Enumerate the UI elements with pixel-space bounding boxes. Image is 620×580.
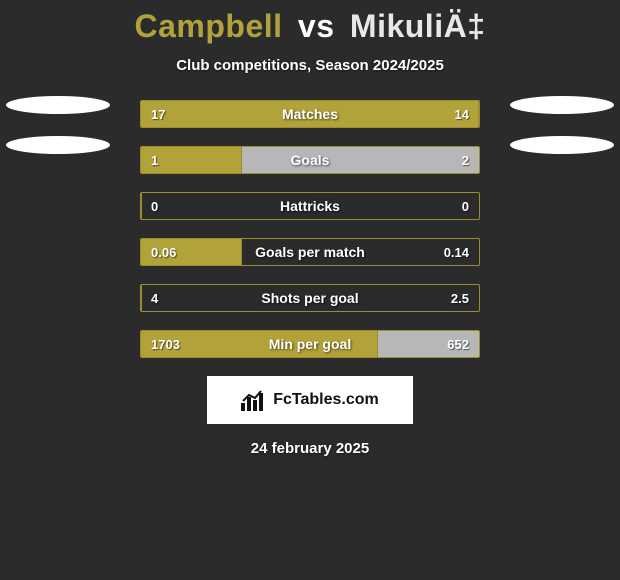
stat-value-p2: 0 [452, 193, 479, 219]
date-stamp: 24 february 2025 [0, 440, 620, 457]
stat-value-p1: 0.06 [141, 239, 186, 265]
player2-avatar [510, 96, 614, 154]
avatar-ellipse [6, 136, 110, 154]
avatar-ellipse [510, 136, 614, 154]
stat-bars: 1714Matches12Goals00Hattricks0.060.14Goa… [140, 100, 480, 358]
stat-row: 1714Matches [140, 100, 480, 128]
chart-icon [241, 389, 267, 411]
subtitle: Club competitions, Season 2024/2025 [0, 57, 620, 74]
player1-name: Campbell [135, 8, 283, 44]
vs-text: vs [298, 8, 335, 44]
stat-row: 12Goals [140, 146, 480, 174]
player1-avatar [6, 96, 110, 154]
avatar-ellipse [510, 96, 614, 114]
stat-value-p1: 1 [141, 147, 168, 173]
branding-text: FcTables.com [273, 391, 379, 409]
stat-value-p1: 0 [141, 193, 168, 219]
stat-row: 0.060.14Goals per match [140, 238, 480, 266]
branding-badge: FcTables.com [207, 376, 413, 424]
stat-row: 4 2.5Shots per goal [140, 284, 480, 312]
stat-value-p2: 0.14 [434, 239, 479, 265]
fill-right [242, 147, 479, 173]
fill-left [141, 101, 479, 127]
stat-name: Shots per goal [141, 285, 479, 311]
stat-value-p2: 2 [452, 147, 479, 173]
stat-value-p2: 2.5 [441, 285, 479, 311]
stat-row: 0 0Hattricks [140, 192, 480, 220]
stat-row: 1703652Min per goal [140, 330, 480, 358]
comparison-stage: 1714Matches12Goals00Hattricks0.060.14Goa… [0, 100, 620, 358]
stat-name: Hattricks [141, 193, 479, 219]
stat-value-p1: 17 [141, 101, 175, 127]
stat-value-p2: 14 [445, 101, 479, 127]
page-title: Campbell vs MikuliÄ‡ [0, 0, 620, 45]
stat-value-p2: 652 [437, 331, 479, 357]
stat-value-p1: 4 [141, 285, 168, 311]
player2-name: MikuliÄ‡ [350, 8, 486, 44]
avatar-ellipse [6, 96, 110, 114]
stat-value-p1: 1703 [141, 331, 190, 357]
